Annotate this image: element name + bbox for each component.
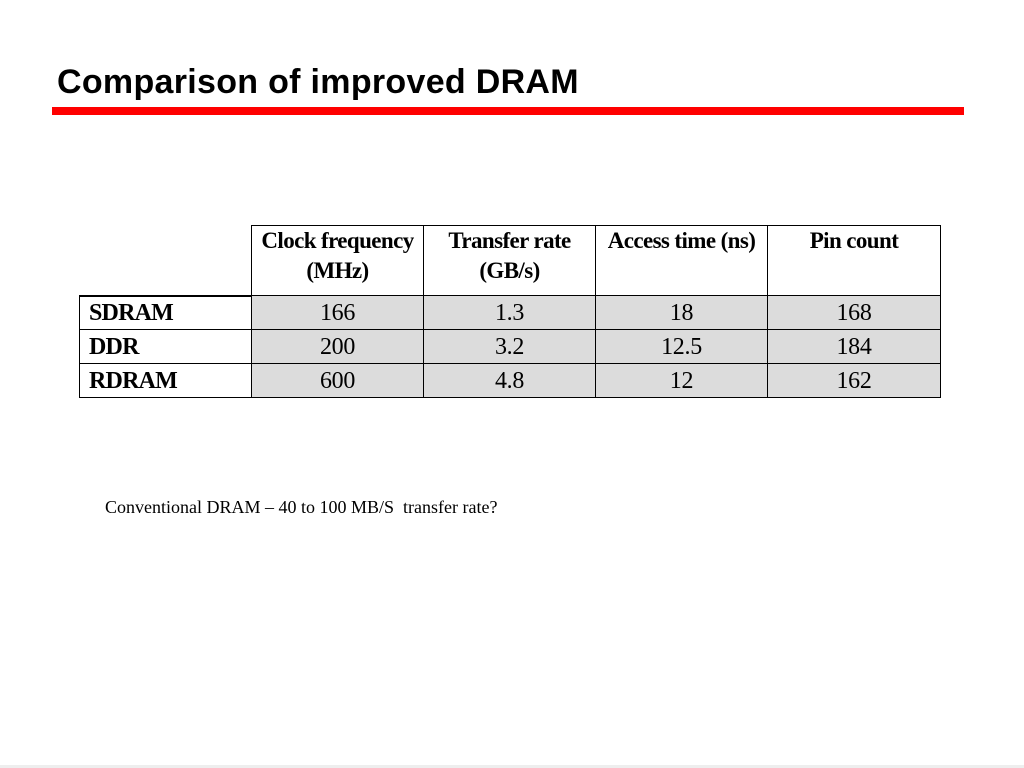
- table-row-rdram: RDRAM 600 4.8 12 162: [79, 363, 941, 398]
- table-cell-clock-frequency: 166: [251, 295, 424, 330]
- column-header-line: Clock frequency: [261, 228, 414, 253]
- table-header-row: Clock frequency (MHz) Transfer rate (GB/…: [79, 225, 941, 297]
- table-cell-access-time: 18: [595, 295, 768, 330]
- table-cell-pin-count: 184: [767, 329, 941, 364]
- table-corner-cell: [79, 225, 252, 297]
- column-header-transfer-rate: Transfer rate (GB/s): [423, 225, 596, 296]
- title-underline-rule: [52, 107, 964, 115]
- table-cell-access-time: 12.5: [595, 329, 768, 364]
- table-row-sdram: SDRAM 166 1.3 18 168: [79, 295, 941, 330]
- column-header-line: Pin count: [809, 228, 899, 253]
- dram-comparison-table: Clock frequency (MHz) Transfer rate (GB/…: [79, 225, 941, 398]
- slide-title: Comparison of improved DRAM: [57, 63, 579, 101]
- table-cell-pin-count: 162: [767, 363, 941, 398]
- row-label: RDRAM: [79, 363, 252, 398]
- table-cell-transfer-rate: 1.3: [423, 295, 596, 330]
- table-cell-transfer-rate: 4.8: [423, 363, 596, 398]
- table-cell-pin-count: 168: [767, 295, 941, 330]
- column-header-access-time: Access time (ns): [595, 225, 768, 296]
- table-row-ddr: DDR 200 3.2 12.5 184: [79, 329, 941, 364]
- column-header-pin-count: Pin count: [767, 225, 941, 296]
- table-cell-access-time: 12: [595, 363, 768, 398]
- column-header-clock-frequency: Clock frequency (MHz): [251, 225, 424, 296]
- column-header-line: (GB/s): [479, 258, 540, 283]
- table-cell-clock-frequency: 200: [251, 329, 424, 364]
- column-header-line: Transfer rate: [448, 228, 571, 253]
- column-header-line: Access time (ns): [607, 228, 756, 253]
- row-label: SDRAM: [79, 295, 252, 330]
- column-header-line: (MHz): [306, 258, 369, 283]
- table-cell-clock-frequency: 600: [251, 363, 424, 398]
- bottom-band: [0, 765, 1024, 768]
- table-cell-transfer-rate: 3.2: [423, 329, 596, 364]
- conventional-dram-note: Conventional DRAM – 40 to 100 MB/S trans…: [105, 497, 498, 517]
- row-label: DDR: [79, 329, 252, 364]
